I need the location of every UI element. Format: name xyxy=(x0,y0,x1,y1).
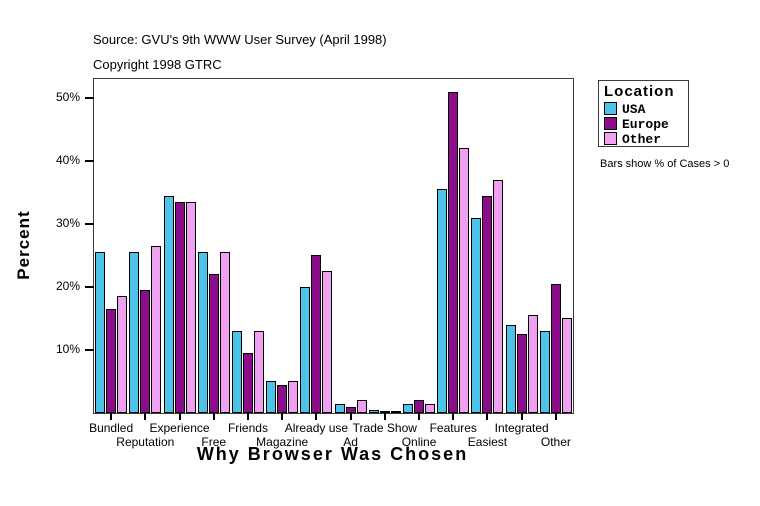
y-axis-tick-label: 30% xyxy=(55,215,80,230)
x-axis-title: Why Browser Was Chosen xyxy=(196,444,469,464)
x-axis-tick xyxy=(349,413,352,420)
bar-other xyxy=(322,271,332,413)
x-axis-tick xyxy=(554,413,557,420)
bar-other xyxy=(288,381,298,413)
bar-other xyxy=(186,202,196,413)
x-category-label: Ad xyxy=(343,435,358,449)
bar-usa xyxy=(437,189,447,413)
bar-europe xyxy=(517,334,527,413)
bar-other xyxy=(117,296,127,413)
x-category-label: Bundled xyxy=(89,421,134,435)
bar-usa xyxy=(471,218,481,413)
bar-usa xyxy=(198,252,208,413)
bar-europe xyxy=(380,411,390,413)
x-category-label: Magazine xyxy=(256,435,309,449)
bar-usa xyxy=(369,410,379,413)
bar-other xyxy=(151,246,161,413)
x-axis-tick xyxy=(110,413,113,420)
x-axis-tick xyxy=(178,413,181,420)
bar-usa xyxy=(129,252,139,413)
bar-usa xyxy=(335,404,345,413)
y-axis-tick-label: 10% xyxy=(55,341,80,356)
x-category-label: Online xyxy=(401,435,437,449)
bar-usa xyxy=(300,287,310,413)
y-axis-tick-label: 20% xyxy=(55,278,80,293)
y-axis-tick xyxy=(85,222,94,225)
usa-swatch-icon xyxy=(604,102,617,115)
x-axis-tick xyxy=(452,413,455,420)
x-category-label: Free xyxy=(201,435,227,449)
x-category-label: Other xyxy=(540,435,571,449)
x-category-label: Trade Show xyxy=(352,421,417,435)
bar-usa xyxy=(164,196,174,413)
x-axis-tick xyxy=(281,413,284,420)
bar-europe xyxy=(175,202,185,413)
x-category-label: Friends xyxy=(227,421,268,435)
bar-europe xyxy=(448,92,458,413)
bar-europe xyxy=(140,290,150,413)
bar-europe xyxy=(243,353,253,413)
legend-label-other: Other xyxy=(622,132,662,147)
bar-usa xyxy=(540,331,550,413)
bar-other xyxy=(220,252,230,413)
y-axis-tick xyxy=(85,348,94,351)
bar-other xyxy=(528,315,538,413)
x-axis-tick xyxy=(144,413,147,420)
bar-other xyxy=(391,411,401,413)
bar-other xyxy=(425,404,435,413)
x-category-label: Reputation xyxy=(116,435,175,449)
x-category-label: Features xyxy=(429,421,477,435)
x-axis-tick xyxy=(383,413,386,420)
bar-usa xyxy=(506,325,516,413)
x-category-label: Experience xyxy=(149,421,210,435)
source-annotation: Source: GVU's 9th WWW User Survey (April… xyxy=(93,32,387,47)
bar-europe xyxy=(106,309,116,413)
bars-note: Bars show % of Cases > 0 xyxy=(600,158,730,170)
bar-europe xyxy=(346,407,356,413)
x-category-label: Integrated xyxy=(494,421,549,435)
bar-europe xyxy=(277,385,287,413)
bar-europe xyxy=(414,400,424,413)
x-category-label: Already use xyxy=(284,421,349,435)
bar-other xyxy=(562,318,572,413)
europe-swatch-icon xyxy=(604,117,617,130)
bar-europe xyxy=(311,255,321,413)
bar-other xyxy=(493,180,503,413)
other-swatch-icon xyxy=(604,132,617,145)
legend-label-europe: Europe xyxy=(622,117,669,132)
x-axis-tick xyxy=(212,413,215,420)
bar-other xyxy=(254,331,264,413)
bar-usa xyxy=(403,404,413,413)
legend: Location USA Europe Other xyxy=(598,80,689,147)
plot-area: 10% 20% 30% 40% 50% Bundled Reputation Experien… xyxy=(56,78,574,449)
legend-label-usa: USA xyxy=(622,102,646,117)
bar-other xyxy=(459,148,469,413)
y-axis-tick xyxy=(85,96,94,99)
y-axis-tick-label: 40% xyxy=(55,152,80,167)
x-axis-tick xyxy=(520,413,523,420)
bar-europe xyxy=(209,274,219,413)
x-axis-tick xyxy=(315,413,318,420)
bar-other xyxy=(357,400,367,413)
y-axis-tick-label: 50% xyxy=(55,89,80,104)
bar-usa xyxy=(232,331,242,413)
bar-europe xyxy=(551,284,561,413)
x-axis-tick xyxy=(486,413,489,420)
x-axis-tick xyxy=(418,413,421,420)
x-axis-tick xyxy=(246,413,249,420)
legend-title: Location xyxy=(604,83,675,100)
y-axis-title: Percent xyxy=(14,210,33,280)
y-axis-tick xyxy=(85,285,94,288)
bar-europe xyxy=(482,196,492,413)
bar-usa xyxy=(266,381,276,413)
y-axis-tick xyxy=(85,159,94,162)
x-category-label: Easiest xyxy=(467,435,508,449)
bar-usa xyxy=(95,252,105,413)
copyright-annotation: Copyright 1998 GTRC xyxy=(93,57,222,72)
